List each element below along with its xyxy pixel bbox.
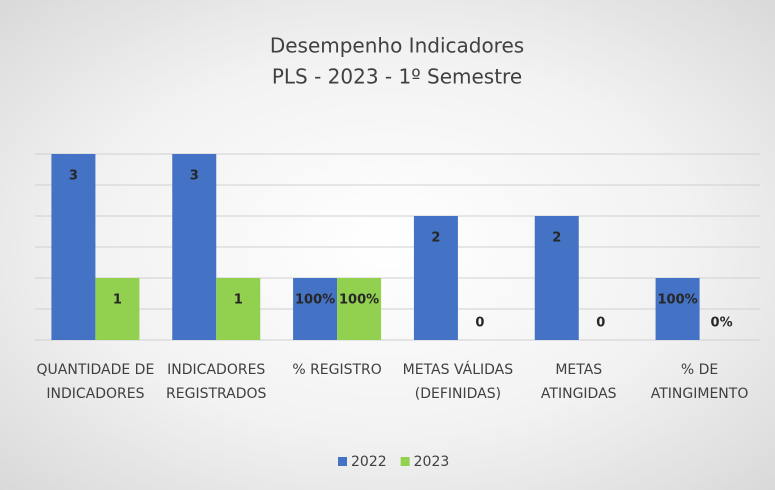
data-label: 100% [295,293,335,308]
data-label: 1 [113,293,122,308]
data-label: 3 [69,169,78,184]
bar [172,154,217,340]
bar [95,278,140,340]
legend-label: 2022 [351,454,387,470]
legend-swatch [338,457,347,466]
bar [413,216,458,340]
data-label: 3 [190,169,199,184]
x-tick-label: % REGISTRO [292,362,382,378]
data-label: 0 [475,316,484,331]
data-label: 100% [657,293,697,308]
bar [655,278,700,340]
legend-label: 2023 [414,454,450,470]
chart-subtitle: PLS - 2023 - 1º Semestre [272,65,522,89]
data-label: 0% [711,316,733,331]
legend-swatch [400,457,410,466]
data-label: 1 [234,293,243,308]
data-label: 100% [339,293,379,308]
bar [337,278,382,340]
x-tick-label: INDICADORES REGISTRADOS [166,362,267,402]
x-tick-label: METAS ATINGIDAS [540,362,617,402]
bar [293,278,338,340]
x-tick-label: % DE ATINGIMENTO [650,362,749,402]
x-tick-label: METAS VÁLIDAS (DEFINIDAS) [402,362,514,402]
data-label: 2 [552,231,561,246]
data-label: 0 [596,316,605,331]
chart-title: Desempenho Indicadores [270,34,524,58]
bar [216,278,261,340]
x-tick-label: QUANTIDADE DE INDICADORES [36,362,155,402]
bar [534,216,579,340]
data-label: 2 [431,231,440,246]
bar [51,154,96,340]
